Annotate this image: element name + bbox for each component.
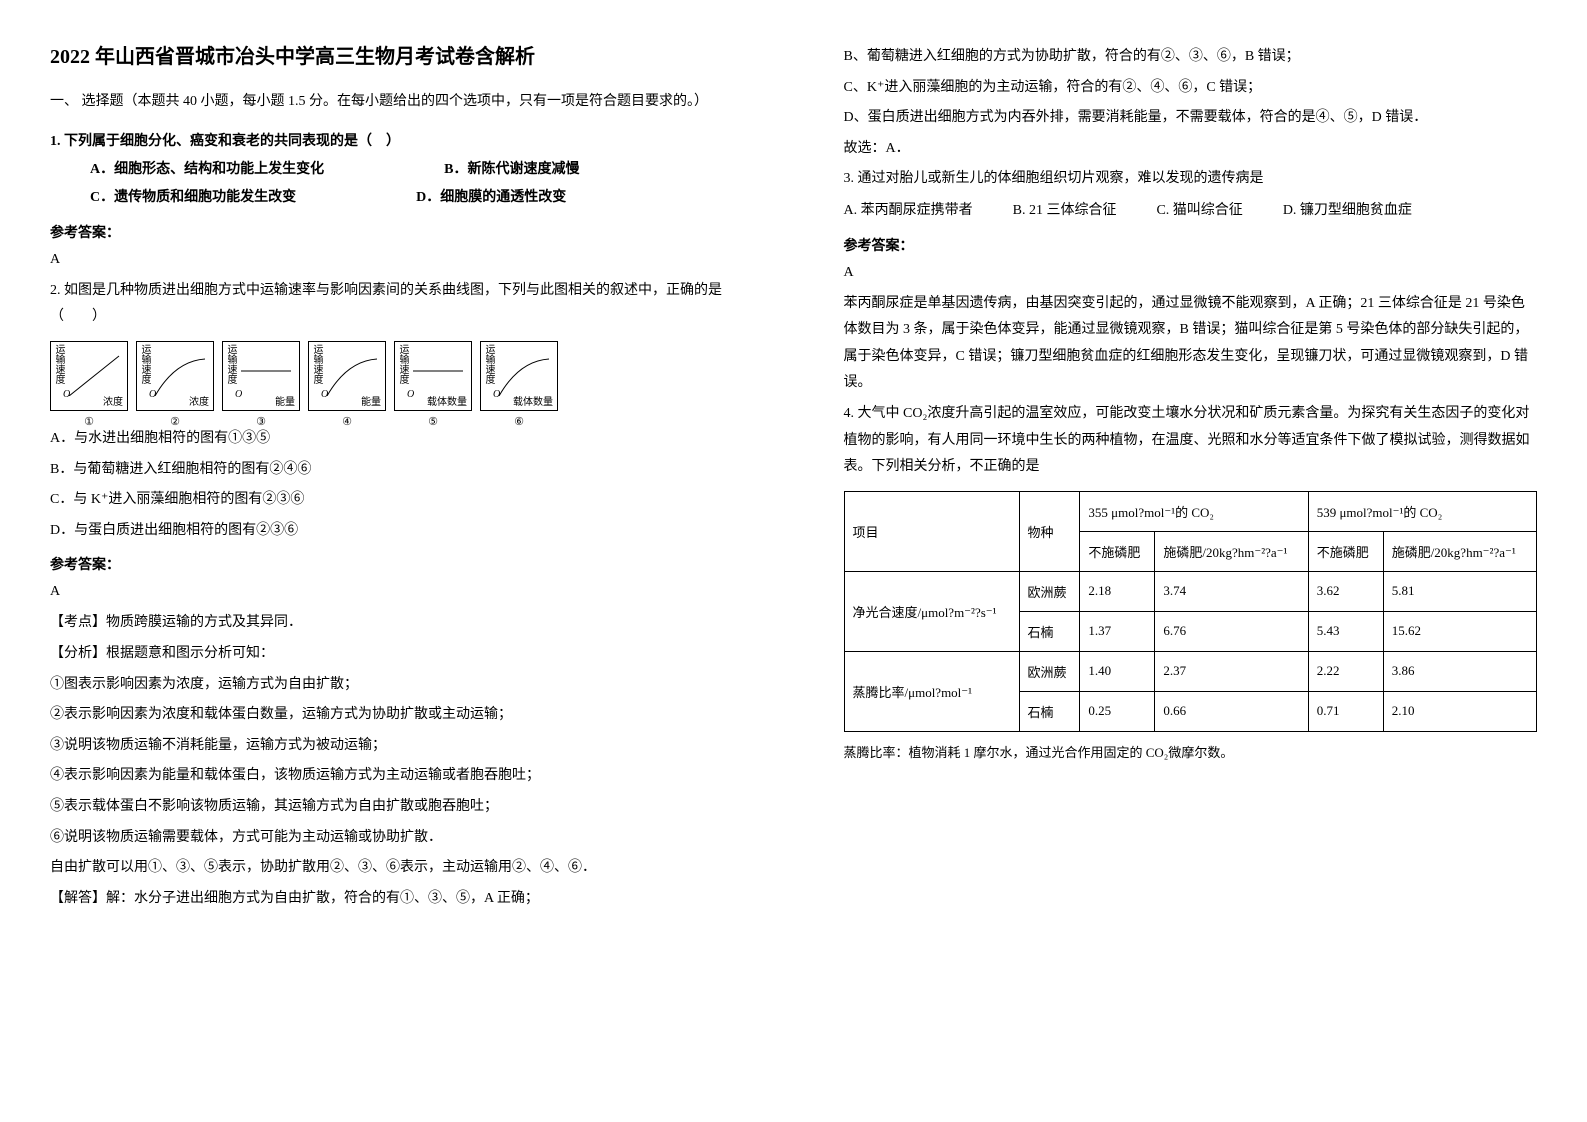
q2-lineE: 故选：A． bbox=[844, 136, 1538, 163]
q3-explanation-text: 苯丙酮尿症是单基因遗传病，由基因突变引起的，通过显微镜不能观察到，A 正确；21… bbox=[844, 291, 1538, 397]
q1-answer: A bbox=[50, 252, 744, 268]
q2-explanation: 【考点】物质跨膜运输的方式及其异同． 【分析】根据题意和图示分析可知： ①图表示… bbox=[50, 610, 744, 912]
curve-flat-icon bbox=[241, 351, 296, 396]
cell: 3.74 bbox=[1155, 571, 1308, 611]
q3-optB: B. 21 三体综合征 bbox=[1013, 198, 1117, 225]
q1-optA: A．细胞形态、结构和功能上发生变化 bbox=[90, 156, 324, 184]
section-header: 一、 选择题（本题共 40 小题，每小题 1.5 分。在每小题给出的四个选项中，… bbox=[50, 89, 744, 114]
q1-optC: C．遗传物质和细胞功能发生改变 bbox=[90, 184, 296, 212]
cell: 3.62 bbox=[1308, 571, 1383, 611]
cell: 0.25 bbox=[1080, 691, 1155, 731]
q2-solve: 【解答】解：水分子进出细胞方式为自由扩散，符合的有①、③、⑤，A 正确； bbox=[50, 886, 744, 913]
cell: 3.86 bbox=[1383, 651, 1536, 691]
q1-answer-label: 参考答案： bbox=[50, 222, 744, 242]
q2-optB: B．与葡萄糖进入红细胞相符的图有②④⑥ bbox=[50, 457, 744, 484]
q3-optC: C. 猫叫综合征 bbox=[1156, 198, 1242, 225]
row2-label: 蒸腾比率/μmol?mol⁻¹ bbox=[844, 651, 1019, 731]
q2-optA: A．与水进出细胞相符的图有①③⑤ bbox=[50, 426, 744, 453]
q2-line1: ①图表示影响因素为浓度，运输方式为自由扩散； bbox=[50, 672, 744, 699]
cell: 2.18 bbox=[1080, 571, 1155, 611]
th-sub4: 施磷肥/20kg?hm⁻²?a⁻¹ bbox=[1383, 531, 1536, 571]
question-4: 4. 大气中 CO₂浓度升高引起的温室效应，可能改变土壤水分状况和矿质元素含量。… bbox=[844, 401, 1538, 481]
row1-sp2: 石楠 bbox=[1019, 611, 1080, 651]
q2-analysis-label: 【考点】物质跨膜运输的方式及其异同． bbox=[50, 610, 744, 637]
q2-line2: ②表示影响因素为浓度和载体蛋白数量，运输方式为协助扩散或主动运输； bbox=[50, 702, 744, 729]
chart-5: 运输速度 O 载体数量 ⑤ bbox=[394, 341, 472, 411]
cell: 2.10 bbox=[1383, 691, 1536, 731]
q2-line4: ④表示影响因素为能量和载体蛋白，该物质运输方式为主动运输或者胞吞胞吐； bbox=[50, 763, 744, 790]
th-539: 539 μmol?mol⁻¹的 CO₂ bbox=[1308, 491, 1536, 531]
cell: 0.71 bbox=[1308, 691, 1383, 731]
table-row: 蒸腾比率/μmol?mol⁻¹ 欧洲蕨 1.40 2.37 2.22 3.86 bbox=[844, 651, 1537, 691]
q2-stem: 2. 如图是几种物质进出细胞方式中运输速率与影响因素间的关系曲线图，下列与此图相… bbox=[50, 278, 744, 331]
chart-2: 运输速度 O 浓度 ② bbox=[136, 341, 214, 411]
q2-options: A．与水进出细胞相符的图有①③⑤ B．与葡萄糖进入红细胞相符的图有②④⑥ C．与… bbox=[50, 426, 744, 544]
cell: 5.43 bbox=[1308, 611, 1383, 651]
th-project: 项目 bbox=[844, 491, 1019, 571]
cell: 1.37 bbox=[1080, 611, 1155, 651]
q2-lineB: B、葡萄糖进入红细胞的方式为协助扩散，符合的有②、③、⑥，B 错误； bbox=[844, 44, 1538, 71]
q2-answer: A bbox=[50, 584, 744, 600]
row1-sp1: 欧洲蕨 bbox=[1019, 571, 1080, 611]
q3-explanation: 苯丙酮尿症是单基因遗传病，由基因突变引起的，通过显微镜不能观察到，A 正确；21… bbox=[844, 291, 1538, 397]
q3-optD: D. 镰刀型细胞贫血症 bbox=[1283, 198, 1412, 225]
curve-saturate-icon bbox=[499, 351, 554, 396]
q2-lineD: D、蛋白质进出细胞方式为内吞外排，需要消耗能量，不需要载体，符合的是④、⑤，D … bbox=[844, 105, 1538, 132]
q2-optD: D．与蛋白质进出细胞相符的图有②③⑥ bbox=[50, 518, 744, 545]
chart-6: 运输速度 O 载体数量 ⑥ bbox=[480, 341, 558, 411]
th-species: 物种 bbox=[1019, 491, 1080, 571]
q4-footnote: 蒸腾比率：植物消耗 1 摩尔水，通过光合作用固定的 CO₂微摩尔数。 bbox=[844, 742, 1538, 761]
table-header-row: 项目 物种 355 μmol?mol⁻¹的 CO₂ 539 μmol?mol⁻¹… bbox=[844, 491, 1537, 531]
left-column: 2022 年山西省晋城市冶头中学高三生物月考试卷含解析 一、 选择题（本题共 4… bbox=[0, 0, 794, 1122]
cell: 0.66 bbox=[1155, 691, 1308, 731]
cell: 2.37 bbox=[1155, 651, 1308, 691]
th-355: 355 μmol?mol⁻¹的 CO₂ bbox=[1080, 491, 1308, 531]
chart-1: 运输速度 O 浓度 ① bbox=[50, 341, 128, 411]
q4-stem: 4. 大气中 CO₂浓度升高引起的温室效应，可能改变土壤水分状况和矿质元素含量。… bbox=[844, 401, 1538, 481]
q2-charts: 运输速度 O 浓度 ① 运输速度 O 浓度 ② 运输速度 O 能量 ③ 运输速度… bbox=[50, 341, 744, 411]
q2-line5: ⑤表示载体蛋白不影响该物质运输，其运输方式为自由扩散或胞吞胞吐； bbox=[50, 794, 744, 821]
exam-title: 2022 年山西省晋城市冶头中学高三生物月考试卷含解析 bbox=[50, 40, 744, 69]
curve-saturate-icon bbox=[327, 351, 382, 396]
q3-answer-label: 参考答案： bbox=[844, 235, 1538, 255]
chart-3: 运输速度 O 能量 ③ bbox=[222, 341, 300, 411]
q3-answer: A bbox=[844, 265, 1538, 281]
q3-stem: 3. 通过对胎儿或新生儿的体细胞组织切片观察，难以发现的遗传病是 bbox=[844, 166, 1538, 193]
curve-saturate-icon bbox=[155, 351, 210, 396]
q2-lineC: C、K⁺进入丽藻细胞的为主动运输，符合的有②、④、⑥，C 错误； bbox=[844, 75, 1538, 102]
q2-continued: B、葡萄糖进入红细胞的方式为协助扩散，符合的有②、③、⑥，B 错误； C、K⁺进… bbox=[844, 44, 1538, 162]
q2-line6: ⑥说明该物质运输需要载体，方式可能为主动运输或协助扩散． bbox=[50, 825, 744, 852]
th-sub3: 不施磷肥 bbox=[1308, 531, 1383, 571]
question-2: 2. 如图是几种物质进出细胞方式中运输速率与影响因素间的关系曲线图，下列与此图相… bbox=[50, 278, 744, 331]
q2-analysis-label2: 【分析】根据题意和图示分析可知： bbox=[50, 641, 744, 668]
row2-sp2: 石楠 bbox=[1019, 691, 1080, 731]
right-column: B、葡萄糖进入红细胞的方式为协助扩散，符合的有②、③、⑥，B 错误； C、K⁺进… bbox=[794, 0, 1587, 1122]
curve-flat-icon bbox=[413, 351, 468, 396]
curve-linear-icon bbox=[69, 351, 124, 396]
q1-stem: 1. 下列属于细胞分化、癌变和衰老的共同表现的是（ ） bbox=[50, 129, 744, 156]
q3-options: A. 苯丙酮尿症携带者 B. 21 三体综合征 C. 猫叫综合征 D. 镰刀型细… bbox=[844, 198, 1538, 225]
question-3: 3. 通过对胎儿或新生儿的体细胞组织切片观察，难以发现的遗传病是 A. 苯丙酮尿… bbox=[844, 166, 1538, 224]
q2-answer-label: 参考答案： bbox=[50, 554, 744, 574]
cell: 6.76 bbox=[1155, 611, 1308, 651]
q2-line3: ③说明该物质运输不消耗能量，运输方式为被动运输； bbox=[50, 733, 744, 760]
cell: 5.81 bbox=[1383, 571, 1536, 611]
chart-4: 运输速度 O 能量 ④ bbox=[308, 341, 386, 411]
cell: 1.40 bbox=[1080, 651, 1155, 691]
q2-line7: 自由扩散可以用①、③、⑤表示，协助扩散用②、③、⑥表示，主动运输用②、④、⑥． bbox=[50, 855, 744, 882]
q1-options: A．细胞形态、结构和功能上发生变化 B．新陈代谢速度减慢 C．遗传物质和细胞功能… bbox=[90, 156, 744, 212]
cell: 2.22 bbox=[1308, 651, 1383, 691]
q1-optD: D．细胞膜的通透性改变 bbox=[416, 184, 566, 212]
q2-optC: C．与 K⁺进入丽藻细胞相符的图有②③⑥ bbox=[50, 487, 744, 514]
row1-label: 净光合速度/μmol?m⁻²?s⁻¹ bbox=[844, 571, 1019, 651]
row2-sp1: 欧洲蕨 bbox=[1019, 651, 1080, 691]
q1-optB: B．新陈代谢速度减慢 bbox=[444, 156, 579, 184]
th-sub1: 不施磷肥 bbox=[1080, 531, 1155, 571]
question-1: 1. 下列属于细胞分化、癌变和衰老的共同表现的是（ ） A．细胞形态、结构和功能… bbox=[50, 129, 744, 212]
cell: 15.62 bbox=[1383, 611, 1536, 651]
q3-optA: A. 苯丙酮尿症携带者 bbox=[844, 198, 973, 225]
th-sub2: 施磷肥/20kg?hm⁻²?a⁻¹ bbox=[1155, 531, 1308, 571]
table-row: 净光合速度/μmol?m⁻²?s⁻¹ 欧洲蕨 2.18 3.74 3.62 5.… bbox=[844, 571, 1537, 611]
q4-data-table: 项目 物种 355 μmol?mol⁻¹的 CO₂ 539 μmol?mol⁻¹… bbox=[844, 491, 1538, 732]
